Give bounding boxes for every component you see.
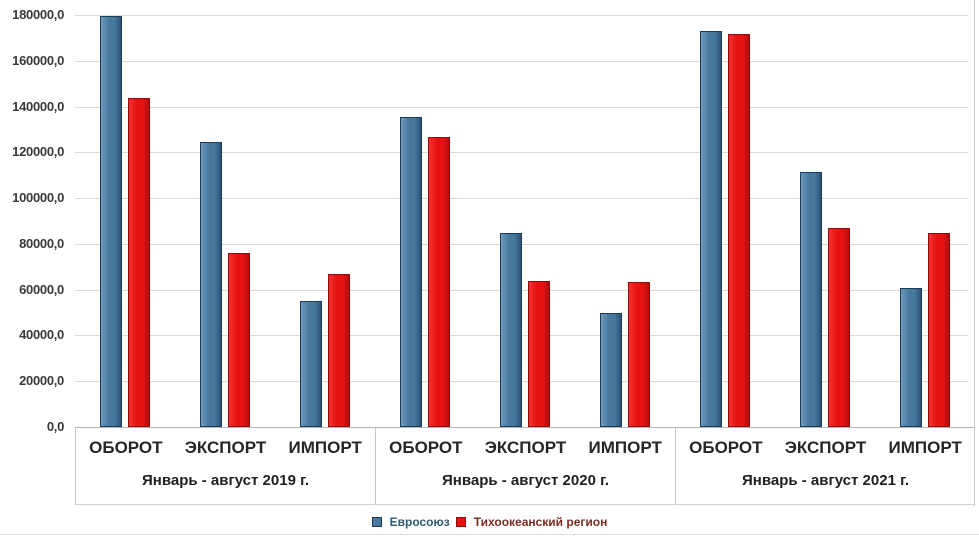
category-label: ЭКСПОРТ [784, 438, 867, 457]
category-label: ИМПОРТ [888, 438, 962, 457]
y-axis: 0,0 20000,0 40000,0 60000,0 80000,0 100000,0 1… [0, 0, 68, 440]
legend: Евросоюз Тихоокеанский регион [0, 511, 979, 533]
category-label: ЭКСПОРТ [184, 438, 267, 457]
bar-Евросоюз [100, 16, 122, 427]
x-axis-label-area: ОБОРОТ ЭКСПОРТ ИМПОРТ Январь - август 2019 … [75, 428, 975, 505]
bar-Тихоокеанский регион [128, 98, 150, 427]
group-label-cell: ОБОРОТ ЭКСПОРТ ИМПОРТ Январь - август 2021 … [675, 428, 975, 505]
y-tick-label: 100000,0 [12, 190, 64, 205]
bar-slot [375, 0, 475, 427]
gridline [75, 107, 968, 108]
legend-swatch-Тихоокеанский регион [455, 517, 466, 527]
bar-Тихоокеанский регион [228, 253, 250, 427]
category-label: ОБОРОТ [689, 438, 763, 457]
y-tick-label: 160000,0 [12, 53, 64, 68]
period-label: Январь - август 2021 г. [741, 472, 909, 489]
bar-slot [175, 0, 275, 427]
x-axis-line [75, 427, 975, 428]
bar-Тихоокеанский регион [428, 137, 450, 427]
bar-Тихоокеанский регион [328, 274, 350, 427]
bar-group [675, 0, 975, 427]
bar-slot [75, 0, 175, 427]
gridline [75, 15, 968, 16]
y-tick-label: 40000,0 [19, 327, 64, 342]
bar-group [75, 0, 375, 427]
legend-label: Тихоокеанский регион [473, 515, 608, 529]
bar-slot [575, 0, 675, 427]
bar-Евросоюз [500, 233, 522, 427]
category-row: ОБОРОТ ЭКСПОРТ ИМПОРТ [676, 428, 975, 468]
y-tick-label: 140000,0 [12, 99, 64, 114]
bar-Евросоюз [300, 301, 322, 427]
bar-Евросоюз [200, 142, 222, 427]
bar-slot [775, 0, 875, 427]
category-row: ОБОРОТ ЭКСПОРТ ИМПОРТ [376, 428, 675, 468]
group-label-cell: ОБОРОТ ЭКСПОРТ ИМПОРТ Январь - август 2020 … [375, 428, 675, 505]
category-row: ОБОРОТ ЭКСПОРТ ИМПОРТ [76, 428, 375, 468]
y-tick-label: 180000,0 [12, 7, 64, 22]
bar-group [375, 0, 675, 427]
bar-Тихоокеанский регион [528, 281, 550, 427]
period-label: Январь - август 2020 г. [441, 472, 609, 489]
plot-area [75, 0, 975, 427]
plot-right-border [974, 0, 975, 506]
bar-Тихоокеанский регион [728, 34, 750, 427]
bar-slot [875, 0, 975, 427]
bar-slot [275, 0, 375, 427]
bar-Евросоюз [700, 31, 722, 427]
category-label: ИМПОРТ [288, 438, 362, 457]
bar-Тихоокеанский регион [828, 228, 850, 427]
category-label: ИМПОРТ [588, 438, 662, 457]
bar-Тихоокеанский регион [928, 233, 950, 427]
legend-item: Тихоокеанский регион [455, 515, 608, 529]
bar-slot [675, 0, 775, 427]
gridline [75, 198, 968, 199]
category-label: ОБОРОТ [389, 438, 463, 457]
gridline [75, 152, 968, 153]
y-tick-label: 80000,0 [19, 236, 64, 251]
bar-slot [475, 0, 575, 427]
legend-label: Евросоюз [389, 515, 450, 529]
category-label: ЭКСПОРТ [484, 438, 567, 457]
group-label-cell: ОБОРОТ ЭКСПОРТ ИМПОРТ Январь - август 2019 … [75, 428, 375, 505]
chart-bottom-border [0, 534, 979, 535]
gridline [75, 61, 968, 62]
legend-item: Евросоюз [371, 515, 450, 529]
period-label: Январь - август 2019 г. [141, 472, 309, 489]
bar-Евросоюз [400, 117, 422, 427]
bar-Евросоюз [900, 288, 922, 427]
bar-Тихоокеанский регион [628, 282, 650, 427]
bar-Евросоюз [600, 313, 622, 427]
y-tick-label: 20000,0 [19, 373, 64, 388]
bar-Евросоюз [800, 172, 822, 427]
y-tick-label: 60000,0 [19, 282, 64, 297]
legend-swatch-Евросоюз [371, 517, 382, 527]
y-tick-label: 120000,0 [12, 144, 64, 159]
y-tick-label: 0,0 [46, 419, 64, 434]
category-label: ОБОРОТ [89, 438, 163, 457]
